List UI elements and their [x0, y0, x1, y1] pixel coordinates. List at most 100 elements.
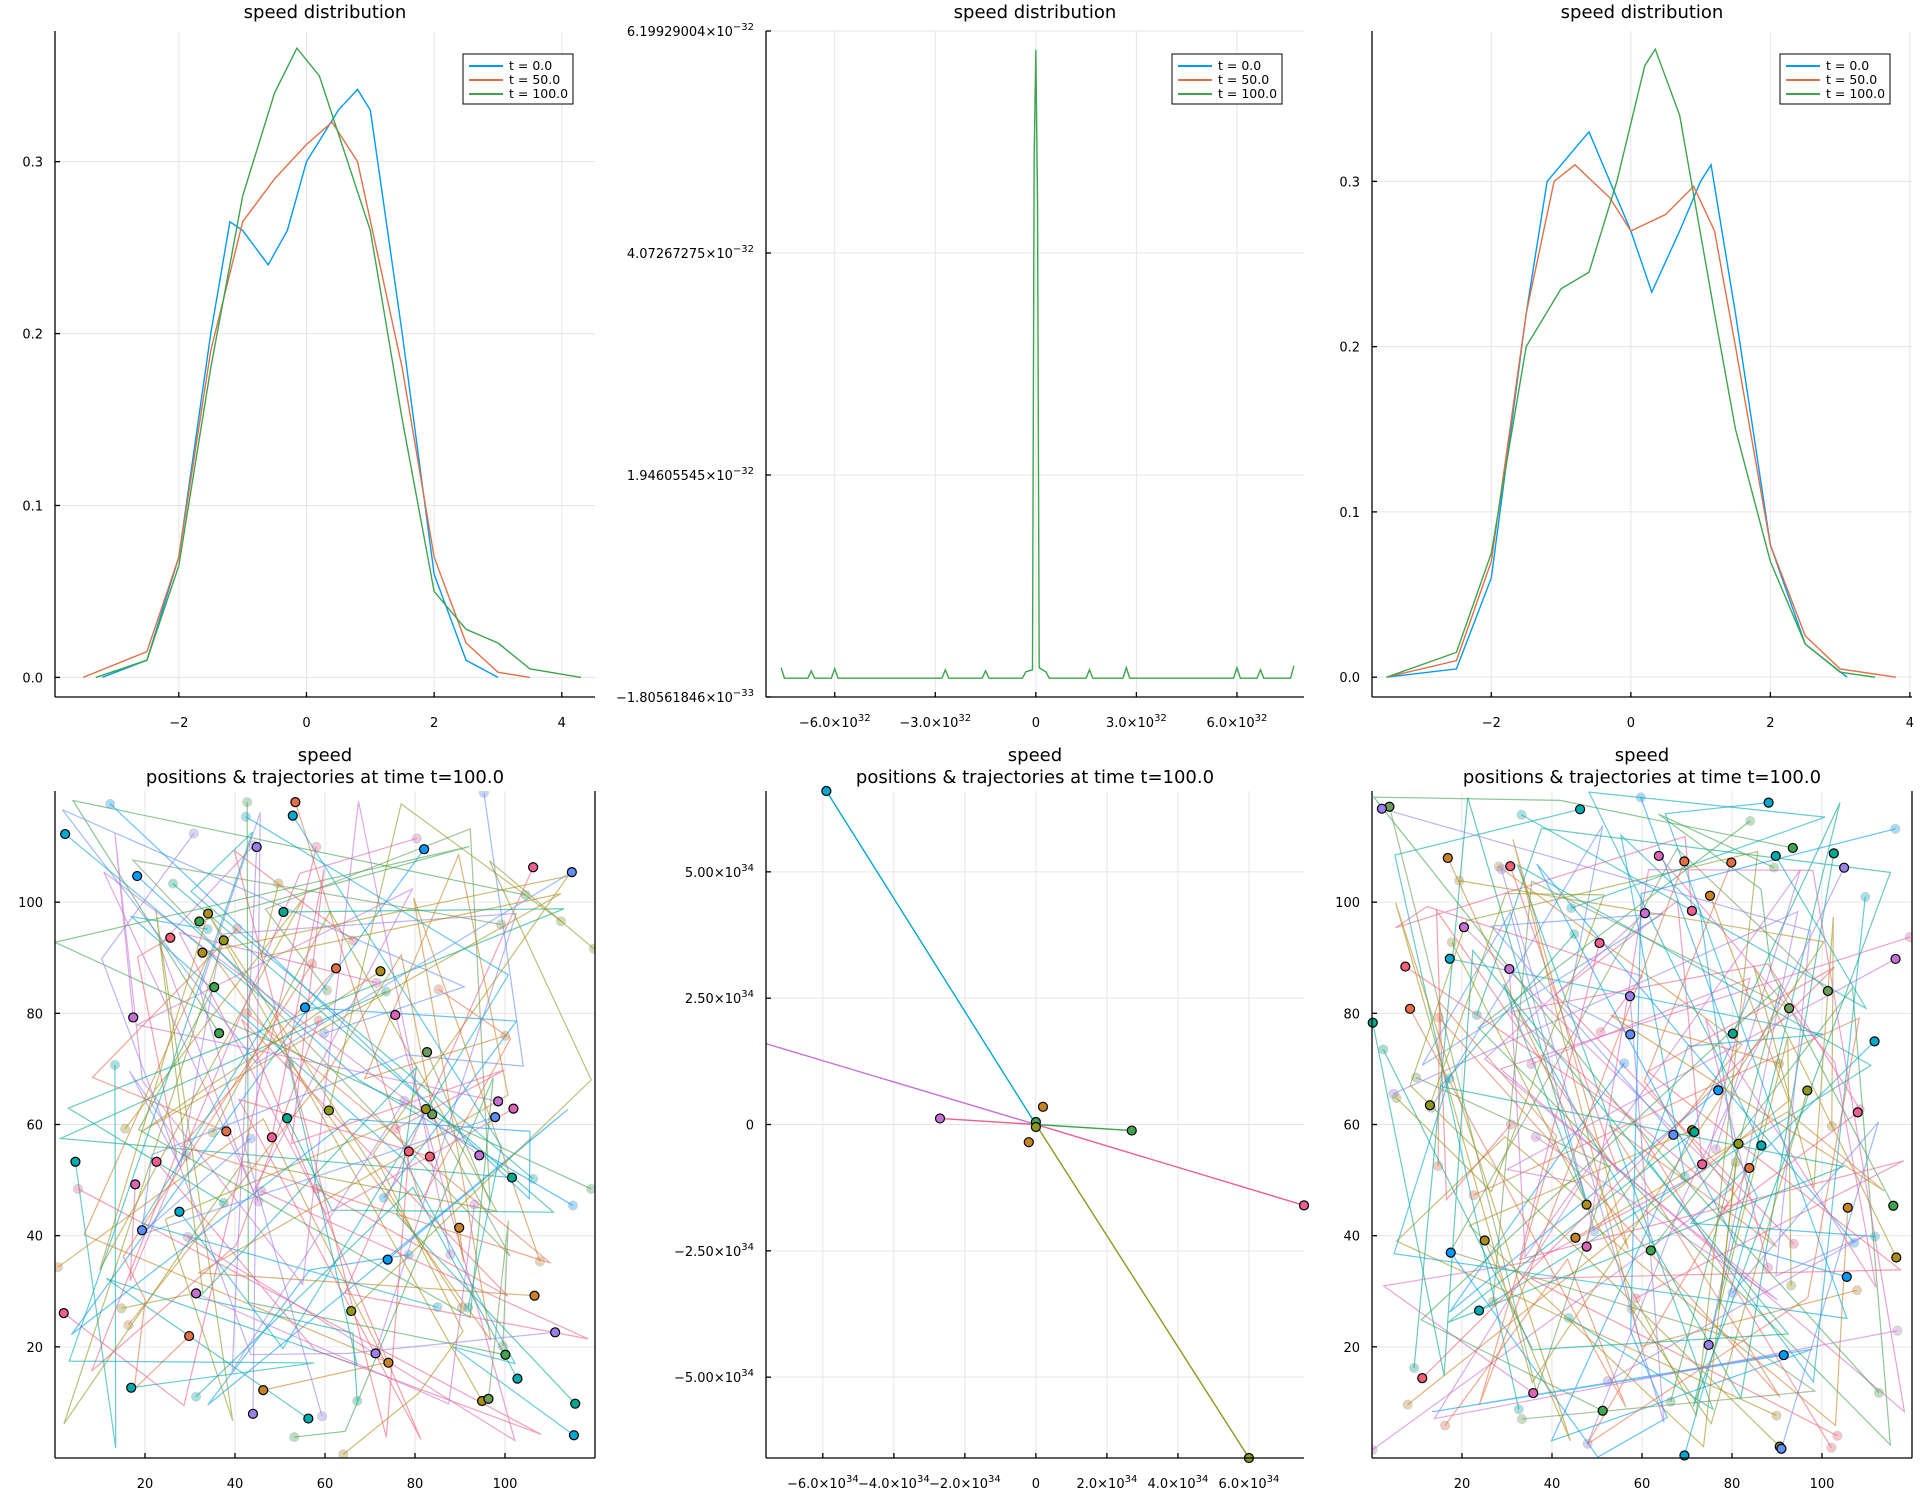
trajectory	[292, 815, 503, 1308]
initial-position-marker	[1762, 1262, 1773, 1273]
particle-marker	[1888, 1200, 1899, 1211]
trajectory	[1395, 880, 1825, 1442]
trajectory	[99, 897, 305, 1271]
initial-position-marker	[500, 1030, 511, 1041]
trajectory	[71, 799, 526, 1034]
trajectory	[1536, 863, 1855, 1278]
x-tick-label: 2	[1766, 716, 1774, 731]
trajectory	[1394, 808, 1581, 1410]
particle-marker	[1473, 1305, 1485, 1316]
trajectory	[264, 828, 491, 1203]
initial-position-marker	[1526, 1059, 1537, 1070]
particle-marker	[1727, 1028, 1738, 1039]
y-tick-label: 6.19929004×10−32	[627, 22, 754, 40]
initial-position-marker	[1388, 1088, 1399, 1099]
trajectory	[1477, 820, 1892, 1447]
particle-marker	[508, 1103, 519, 1114]
trajectory	[1404, 966, 1832, 1448]
particle-marker	[1686, 905, 1698, 916]
trajectory	[1421, 966, 1903, 1437]
series-line-2	[1386, 47, 1876, 678]
initial-position-marker	[242, 1007, 253, 1018]
trajectory	[1381, 808, 1867, 1382]
initial-position-marker	[322, 985, 333, 996]
y-tick-label: 0.3	[22, 156, 43, 171]
particle-marker	[1528, 1387, 1539, 1399]
y-tick-label: 5.00×1034	[685, 863, 754, 881]
particle-marker	[282, 1113, 293, 1124]
particle-marker	[1744, 1162, 1755, 1174]
plot-title: speed	[1615, 745, 1669, 766]
particle-marker	[1424, 1100, 1436, 1111]
trajectory	[1431, 797, 1813, 1442]
particle-marker	[529, 1290, 540, 1301]
trajectory-0	[825, 791, 1037, 1125]
particle-marker	[1679, 1450, 1690, 1461]
y-tick-label: 0.1	[22, 499, 43, 514]
legend-label: t = 0.0	[1826, 58, 1869, 73]
y-tick-label: 2.50×1034	[685, 989, 754, 1007]
particle-marker	[500, 1349, 511, 1360]
initial-position-marker	[1411, 1072, 1422, 1083]
particle-marker	[490, 1112, 501, 1123]
y-tick-label: 100	[1335, 896, 1360, 911]
trajectory	[1509, 963, 1861, 1218]
initial-position-marker	[1391, 1093, 1402, 1104]
particle-marker	[1458, 922, 1470, 933]
y-tick-label: 40	[1343, 1230, 1360, 1245]
x-tick-label: 2	[430, 716, 438, 731]
trajectory-1	[766, 1042, 1037, 1126]
particle-marker	[1778, 1349, 1789, 1361]
initial-position-marker	[289, 1432, 300, 1443]
trajectory	[1658, 813, 1894, 1207]
particle-marker	[383, 1357, 394, 1368]
trajectory	[140, 883, 562, 1133]
trajectory	[137, 986, 494, 1438]
initial-position-marker	[390, 1124, 401, 1135]
y-tick-label: 0.1	[1339, 506, 1360, 521]
particle-marker	[1581, 1241, 1592, 1252]
particle-marker	[1668, 1129, 1679, 1140]
particle-marker	[1653, 850, 1664, 862]
particle-marker	[128, 1012, 139, 1023]
initial-position-marker	[1630, 1293, 1641, 1304]
trajectory	[1430, 825, 1631, 1108]
initial-position-marker	[378, 1192, 389, 1203]
trajectory	[237, 1018, 509, 1440]
particle-marker	[1763, 797, 1774, 808]
trajectory	[350, 860, 595, 1312]
initial-position-marker	[1892, 1325, 1903, 1336]
trajectory	[1435, 865, 1619, 1202]
trajectory	[1393, 802, 1848, 1320]
legend-label: t = 100.0	[1218, 86, 1277, 101]
trajectory	[328, 802, 562, 1111]
plot-area	[1386, 47, 1897, 678]
trajectory	[68, 831, 534, 1389]
initial-position-marker	[567, 1200, 578, 1211]
initial-position-marker	[167, 878, 178, 889]
trajectory	[1500, 869, 1665, 1423]
x-tick-label: 80	[407, 1477, 424, 1492]
x-tick-label: 40	[1544, 1477, 1561, 1492]
x-tick-label: 0	[302, 716, 310, 731]
particle-marker	[375, 966, 386, 977]
panel-dist-middle: speed distribution −6.0×1032 −3.0×1032 0 3.0…	[616, 2, 1304, 731]
x-tick-label: 100	[493, 1477, 518, 1492]
y-tick-label: 80	[1343, 1007, 1360, 1022]
particle-marker	[568, 1430, 580, 1441]
initial-position-marker	[55, 1262, 63, 1273]
x-tick-label: 4.0×1034	[1148, 1474, 1209, 1492]
particle-marker	[1376, 803, 1388, 814]
particle-marker	[1890, 953, 1901, 965]
particle-marker	[1802, 1085, 1813, 1096]
initial-position-marker	[253, 1196, 264, 1207]
particle-marker	[1713, 1085, 1724, 1096]
plot-title: speed distribution	[1561, 2, 1724, 23]
initial-position-marker	[1563, 1312, 1574, 1323]
x-tick-label: 0	[1032, 1477, 1040, 1492]
particle-marker	[174, 1206, 185, 1217]
x-tick-label: −6.0×1034	[787, 1474, 859, 1492]
plot-subtitle: positions & trajectories at time t=100.0	[146, 767, 504, 788]
initial-position-marker	[242, 797, 253, 808]
trajectory	[1394, 835, 1693, 1033]
